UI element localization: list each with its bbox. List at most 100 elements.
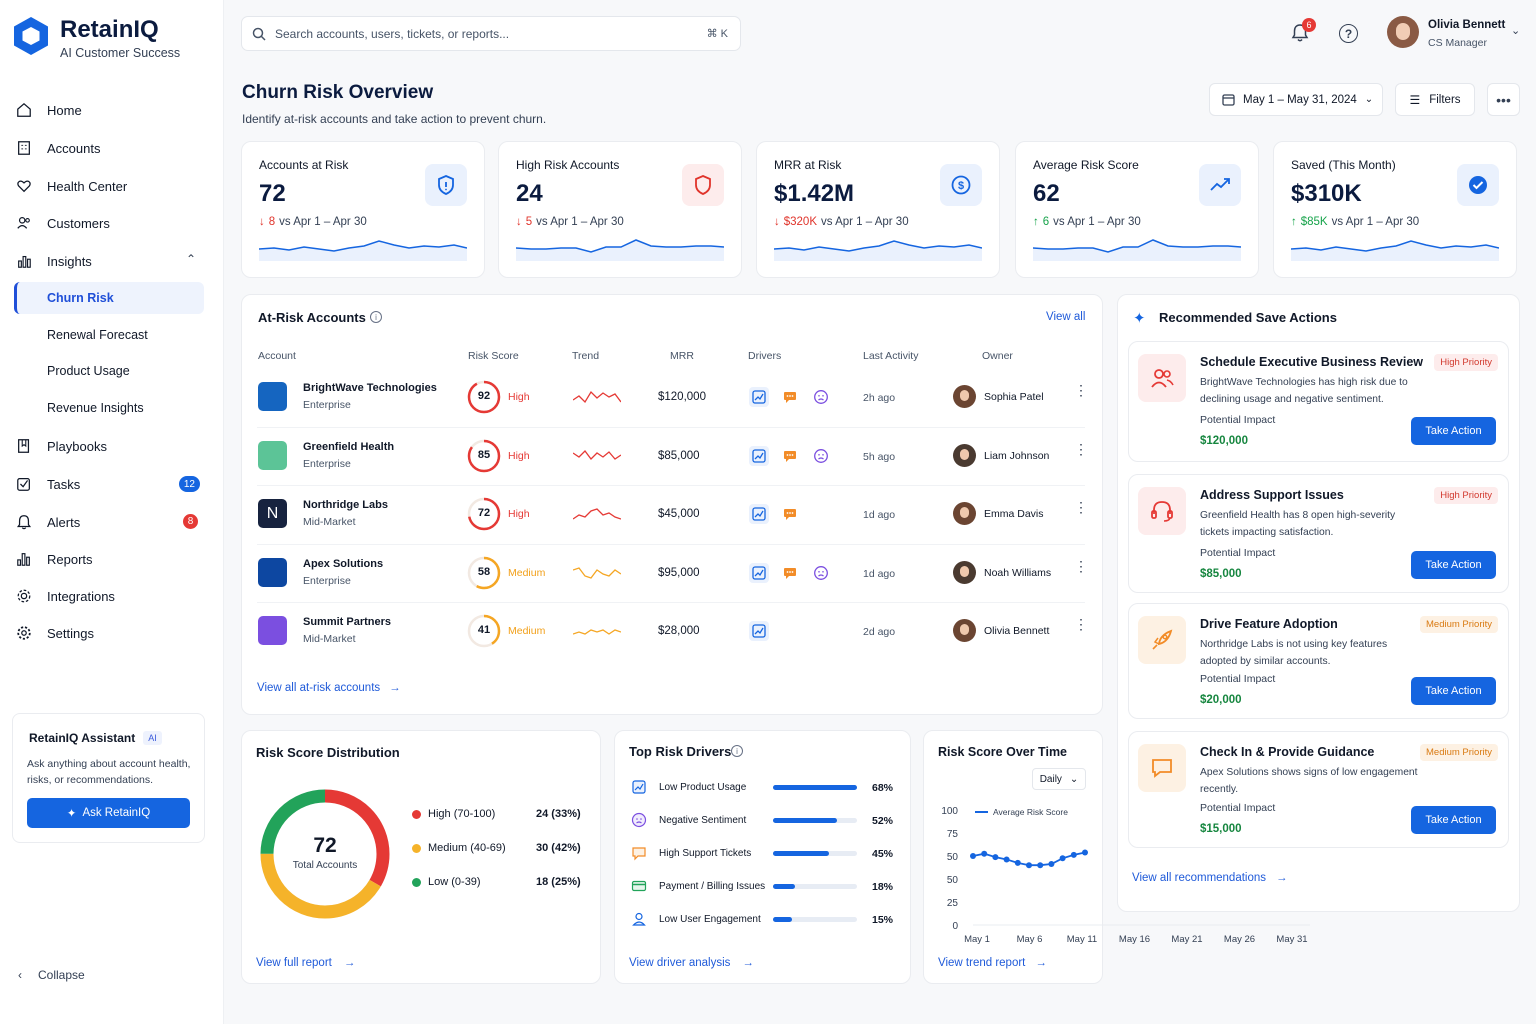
sidebar-item-insights[interactable]: Insights ⌃ <box>14 245 204 277</box>
kpi-card-mrr-at-risk: MRR at Risk $1.42M ↓ $320K vs Apr 1 – Apr 30… <box>756 141 1000 278</box>
chevron-up-icon: ⌃ <box>185 252 196 266</box>
info-icon: i <box>731 745 743 757</box>
help-icon[interactable]: ? <box>1339 24 1358 43</box>
trend-chart: 100 75 50 50 25 0 May 1 May 6 May 11 May 16 May 21… <box>941 806 1310 945</box>
table-row[interactable]: Summit Partners Mid-Market 41 Medium $28,000… <box>243 602 1099 661</box>
driver-row: Negative Sentiment 52% <box>615 812 910 832</box>
kpi-delta: ↓ 5 vs Apr 1 – Apr 30 <box>516 216 624 228</box>
mrr-value: $95,000 <box>658 567 700 579</box>
take-action-button[interactable]: Take Action <box>1411 417 1496 445</box>
row-menu-icon[interactable]: ⋮ <box>1074 382 1088 398</box>
sidebar-item-home[interactable]: Home <box>14 94 204 126</box>
sidebar-item-accounts[interactable]: Accounts <box>14 132 204 164</box>
priority-badge: High Priority <box>1434 487 1498 504</box>
sidebar-item-label: Alerts <box>47 514 81 530</box>
account-logo: N <box>258 499 287 528</box>
legend-count: 30 (42%) <box>536 842 581 854</box>
view-trend-report-link[interactable]: View trend report → <box>938 957 1047 969</box>
legend-label: High (70-100) <box>428 808 495 820</box>
view-all-recommendations-link[interactable]: View all recommendations → <box>1132 872 1288 884</box>
sidebar-subitem-product-usage[interactable]: Product Usage <box>47 364 130 378</box>
sidebar-item-alerts[interactable]: Alerts 8 <box>14 506 204 538</box>
granularity-select[interactable]: Daily ⌄ <box>1032 768 1086 790</box>
kpi-sparkline <box>516 239 724 261</box>
data-point <box>1082 849 1088 856</box>
sidebar-item-reports[interactable]: Reports <box>14 543 204 575</box>
sidebar-item-health-center[interactable]: Health Center <box>14 170 204 202</box>
sidebar-item-customers[interactable]: Customers <box>14 207 204 239</box>
account-name[interactable]: BrightWave Technologies <box>303 382 437 394</box>
calendar-icon <box>1222 94 1235 106</box>
sidebar-item-label: Settings <box>47 625 94 641</box>
table-row[interactable]: Apex Solutions Enterprise 58 Medium $95,000 1… <box>243 544 1099 603</box>
date-range-picker[interactable]: May 1 – May 31, 2024 ⌄ <box>1209 83 1383 116</box>
trend-up-icon <box>1199 164 1241 206</box>
sidebar-item-playbooks[interactable]: Playbooks <box>14 430 204 462</box>
table-row[interactable]: BrightWave Technologies Enterprise 92 High $… <box>243 369 1099 427</box>
filters-button[interactable]: ☰ Filters <box>1395 83 1475 116</box>
sidebar-item-settings[interactable]: Settings <box>14 617 204 649</box>
risk-score-value: 58 <box>477 566 491 578</box>
table-row[interactable]: N Northridge Labs Mid-Market 72 High $45,000 1… <box>243 485 1099 544</box>
driver-percent: 15% <box>872 914 894 926</box>
chevron-down-icon: ⌄ <box>1511 25 1521 37</box>
kpi-delta-value: $85K <box>1300 216 1328 228</box>
account-name[interactable]: Northridge Labs <box>303 499 388 511</box>
search-bar[interactable]: Search accounts, users, tickets, or repo… <box>241 16 741 51</box>
view-full-report-link[interactable]: View full report → <box>256 957 355 969</box>
more-options-button[interactable]: ••• <box>1487 83 1520 116</box>
risk-score-ring <box>467 497 501 531</box>
legend-range: (0-39) <box>451 876 481 888</box>
user-menu[interactable]: Olivia Bennett CS Manager ⌄ <box>1387 16 1523 52</box>
card-icon <box>631 878 647 899</box>
table-row[interactable]: Greenfield Health Enterprise 85 High $85,000… <box>243 427 1099 486</box>
view-all-at-risk-link[interactable]: View all at-risk accounts → <box>257 682 401 694</box>
priority-badge: Medium Priority <box>1420 616 1498 633</box>
sidebar-item-integrations[interactable]: Integrations <box>14 580 204 612</box>
y-tick-label: 0 <box>952 921 958 932</box>
impact-value: $20,000 <box>1200 694 1242 706</box>
sparkle-icon: ✦ <box>66 808 77 820</box>
driver-label: High Support Tickets <box>659 848 752 859</box>
collapse-button[interactable]: ‹ Collapse <box>18 968 85 982</box>
notifications-button[interactable]: 6 <box>1290 18 1316 46</box>
row-menu-icon[interactable]: ⋮ <box>1074 499 1088 515</box>
sidebar-item-tasks[interactable]: Tasks 12 <box>14 468 204 500</box>
search-input[interactable]: Search accounts, users, tickets, or repo… <box>275 26 510 41</box>
kpi-compare: vs Apr 1 – Apr 30 <box>1053 216 1141 228</box>
avatar-face <box>960 624 969 635</box>
row-menu-icon[interactable]: ⋮ <box>1074 558 1088 574</box>
kpi-sparkline <box>1033 239 1241 261</box>
driver-bar <box>773 851 857 856</box>
row-menu-icon[interactable]: ⋮ <box>1074 616 1088 632</box>
chat-icon <box>780 446 800 466</box>
sparkle-icon: ✦ <box>1133 310 1146 327</box>
legend-dot <box>412 810 421 819</box>
ask-retainiq-button[interactable]: ✦ Ask RetainIQ <box>27 798 190 828</box>
legend-series-name: Average Risk Score <box>993 807 1068 817</box>
kpi-title: MRR at Risk <box>774 158 842 172</box>
sidebar-subitem-churn-risk[interactable]: Churn Risk <box>14 282 204 314</box>
kpi-value: $310K <box>1291 180 1362 207</box>
recommendations-title: Recommended Save Actions <box>1159 310 1337 325</box>
take-action-button[interactable]: Take Action <box>1411 677 1496 705</box>
sidebar-subitem-revenue-insights[interactable]: Revenue Insights <box>47 401 144 415</box>
account-name[interactable]: Greenfield Health <box>303 441 395 453</box>
take-action-button[interactable]: Take Action <box>1411 806 1496 834</box>
account-name[interactable]: Summit Partners <box>303 616 392 628</box>
account-name[interactable]: Apex Solutions <box>303 558 384 570</box>
driver-percent: 52% <box>872 815 894 827</box>
legend-level: Medium <box>428 842 468 854</box>
data-point <box>1026 862 1032 869</box>
row-divider <box>257 485 1085 486</box>
take-action-button[interactable]: Take Action <box>1411 551 1496 579</box>
sidebar-subitem-renewal-forecast[interactable]: Renewal Forecast <box>47 328 148 342</box>
row-menu-icon[interactable]: ⋮ <box>1074 441 1088 457</box>
driver-row: Low Product Usage 68% <box>615 779 910 799</box>
usage-icon <box>749 621 769 641</box>
view-driver-analysis-link[interactable]: View driver analysis → <box>629 957 754 969</box>
priority-badge: High Priority <box>1434 354 1498 371</box>
view-all-link[interactable]: View all <box>1046 311 1086 323</box>
filter-icon: ☰ <box>1409 92 1421 107</box>
filters-label: Filters <box>1429 93 1461 106</box>
